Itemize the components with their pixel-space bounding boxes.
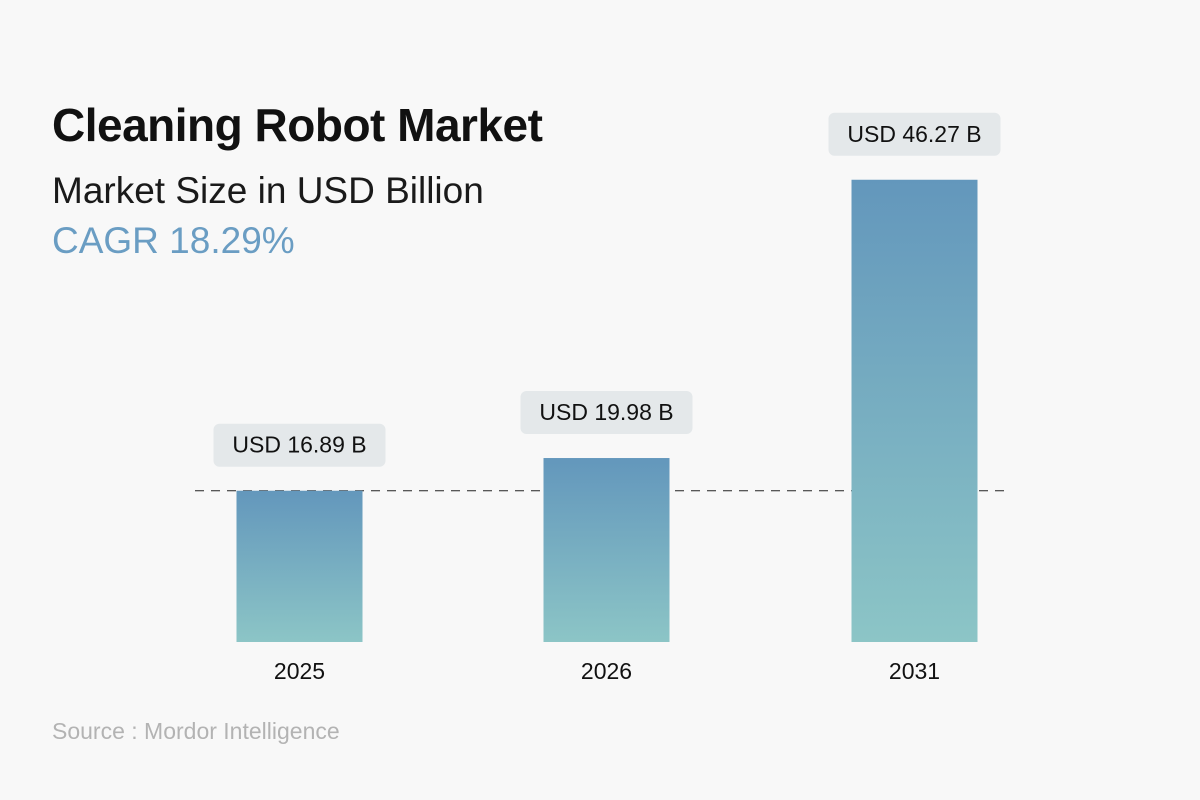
bar-2025 <box>236 490 363 642</box>
x-tick-label: 2025 <box>274 658 325 684</box>
x-tick-label: 2026 <box>581 658 632 684</box>
data-label: USD 19.98 B <box>539 399 673 425</box>
data-label-box <box>213 423 386 467</box>
data-label-box <box>828 112 1001 156</box>
source-note: Source : Mordor Intelligence <box>52 718 340 744</box>
x-tick-label: 2031 <box>889 658 940 684</box>
bar-2031 <box>851 179 978 642</box>
data-label: USD 16.89 B <box>232 432 366 458</box>
chart-subtitle: Market Size in USD Billion <box>52 170 484 211</box>
cagr-label: CAGR 18.29% <box>52 220 295 261</box>
bar-2026 <box>543 458 670 642</box>
chart-title: Cleaning Robot Market <box>52 99 543 151</box>
data-label: USD 46.27 B <box>847 121 981 147</box>
data-label-box <box>520 391 693 435</box>
